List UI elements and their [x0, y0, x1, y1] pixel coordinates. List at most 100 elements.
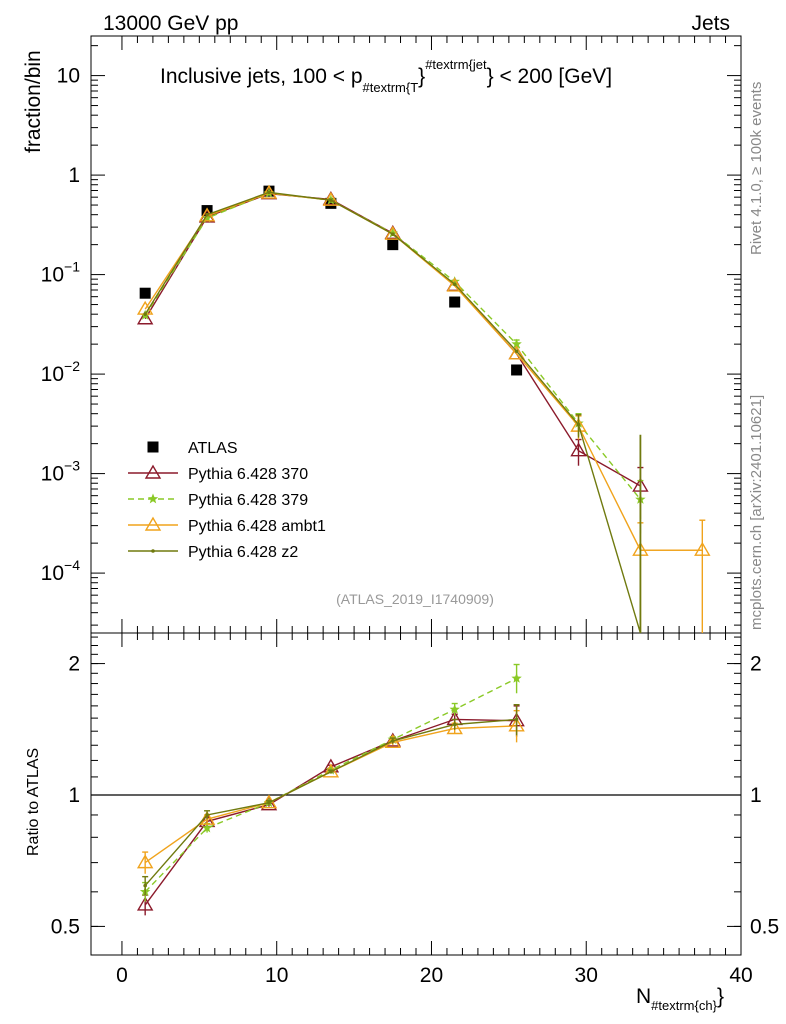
- main-point-ambt1: [694, 541, 711, 556]
- x-tick-label: 0: [116, 964, 128, 987]
- ratio-series-layer: [136, 663, 525, 916]
- header-energy-label: 13000 GeV pp: [103, 12, 238, 35]
- main-point-p379: [201, 212, 213, 223]
- ratio-tick-label-right: 2: [750, 653, 762, 676]
- x-axis-label-main: N: [636, 985, 651, 1008]
- ratio-point-p379: [201, 822, 213, 833]
- ratio-point-ambt1: [384, 733, 402, 749]
- ratio-point-ambt1: [136, 854, 154, 869]
- main-point-ambt1: [384, 225, 402, 240]
- ratio-line-z2: [144, 718, 517, 887]
- main-point-ambt1: [260, 184, 278, 199]
- ratio-panel-frame: [90, 632, 742, 956]
- ratio-ylabel: Ratio to ATLAS: [25, 748, 42, 856]
- legend-marker-p379: [147, 493, 159, 504]
- main-point-p379: [511, 338, 522, 349]
- y-tick-label: 1: [68, 164, 80, 187]
- ratio-point-z2: [390, 739, 395, 743]
- ratio-point-p379: [511, 672, 522, 683]
- ratio-line-p379: [144, 677, 517, 893]
- main-point-z2: [514, 349, 519, 353]
- analysis-watermark: (ATLAS_2019_I1740909): [336, 591, 494, 607]
- y-tick-label-base: 10: [41, 363, 64, 386]
- legend-marker-ambt1: [144, 516, 162, 531]
- main-point-z2: [329, 198, 333, 202]
- ratio-tick-label: 2: [68, 653, 80, 676]
- ratio-tick-label: 1: [68, 784, 80, 807]
- x-tick-label: 40: [729, 964, 752, 987]
- main-title-sup: #textrm{jet: [425, 57, 487, 72]
- legend-label-ambt1: Pythia 6.428 ambt1: [188, 518, 326, 535]
- x-tick-label: 30: [575, 964, 598, 987]
- y-tick-label-base: 10: [41, 463, 64, 486]
- ratio-point-z2: [514, 717, 519, 722]
- legend-label-z2: Pythia 6.428 z2: [188, 544, 298, 561]
- y-tick-label-base: 10: [41, 264, 64, 287]
- side-label-rivet: Rivet 4.1.0, ≥ 100k events: [748, 82, 765, 255]
- ratio-tick-label-right: 1: [750, 784, 762, 807]
- legend-label-p379: Pythia 6.428 379: [188, 492, 308, 509]
- main-series-layer: [136, 184, 711, 634]
- main-point-ambt1: [446, 277, 463, 292]
- x-axis-label: N#textrm{ch}}: [636, 985, 724, 1013]
- y-tick-label-exp: −1: [64, 259, 80, 275]
- x-tick-label: 10: [265, 964, 288, 987]
- x-axis-label-close: }: [717, 985, 724, 1008]
- legend-marker-atlas: [147, 441, 159, 453]
- main-point-atlas: [139, 287, 151, 299]
- main-point-p370: [136, 310, 154, 325]
- y-tick-label-exp: −3: [64, 458, 80, 474]
- legend-marker-z2: [151, 549, 155, 553]
- main-point-ambt1: [198, 207, 216, 222]
- main-point-z2: [452, 282, 457, 287]
- y-tick-label: 10−2: [41, 358, 81, 386]
- y-tick-label-exp: −2: [64, 358, 80, 374]
- ratio-point-z2: [329, 770, 333, 774]
- main-point-z2: [205, 212, 209, 217]
- ratio-point-z2: [452, 722, 457, 727]
- main-point-p379: [449, 276, 460, 287]
- ratio-tick-label: 0.5: [51, 915, 80, 938]
- main-point-ambt1: [508, 345, 525, 360]
- main-title-tail: } < 200 [GeV]: [487, 65, 613, 88]
- main-point-atlas: [449, 296, 461, 308]
- header-process-label: Jets: [691, 12, 730, 35]
- main-point-p370: [570, 442, 587, 457]
- main-point-z2: [143, 312, 147, 316]
- y-tick-label: 10−3: [41, 458, 81, 486]
- main-title: Inclusive jets, 100 < p#textrm{T}#textrm…: [160, 57, 612, 95]
- legend: ATLAS Pythia 6.428 370 Pythia 6.428 379 Pyt…: [128, 440, 326, 561]
- ratio-axes: 0 10 20 30 40 0.5 0.5 1 1 2 2: [51, 633, 779, 987]
- ratio-line-p370: [144, 718, 517, 906]
- main-point-z2: [390, 232, 395, 236]
- main-point-z2: [576, 422, 581, 427]
- ratio-line-ambt1: [144, 725, 517, 864]
- y-tick-label: 10−1: [41, 259, 81, 287]
- x-axis-label-sub: #textrm{ch}: [651, 998, 717, 1013]
- ratio-point-p379: [449, 704, 460, 714]
- ratio-point-z2: [205, 813, 209, 817]
- main-ylabel: fraction/bin: [22, 50, 45, 153]
- main-point-atlas: [387, 239, 399, 251]
- main-title-text: Inclusive jets, 100 < p: [160, 65, 363, 88]
- main-point-atlas: [511, 364, 523, 376]
- ratio-point-ambt1: [446, 720, 463, 735]
- main-point-z2: [267, 190, 271, 195]
- legend-marker-p370: [144, 464, 162, 479]
- main-title-close: }: [418, 65, 425, 88]
- x-tick-label: 20: [420, 964, 443, 987]
- main-point-atlas: [325, 197, 337, 209]
- ratio-point-z2: [143, 883, 147, 888]
- y-tick-label-exp: −4: [64, 557, 80, 573]
- y-tick-label-base: 10: [41, 562, 64, 585]
- legend-label-p370: Pythia 6.428 370: [188, 466, 308, 483]
- ratio-point-z2: [267, 800, 271, 805]
- legend-label-atlas: ATLAS: [188, 440, 238, 457]
- y-tick-label: 10−4: [41, 557, 81, 585]
- side-label-mcplots: mcplots.cern.ch [arXiv:2401.10621]: [748, 395, 765, 630]
- ratio-tick-label-right: 0.5: [750, 915, 779, 938]
- y-tick-label: 10: [57, 65, 80, 88]
- main-title-sub: #textrm{T: [363, 80, 419, 95]
- ratio-point-p370: [136, 896, 154, 911]
